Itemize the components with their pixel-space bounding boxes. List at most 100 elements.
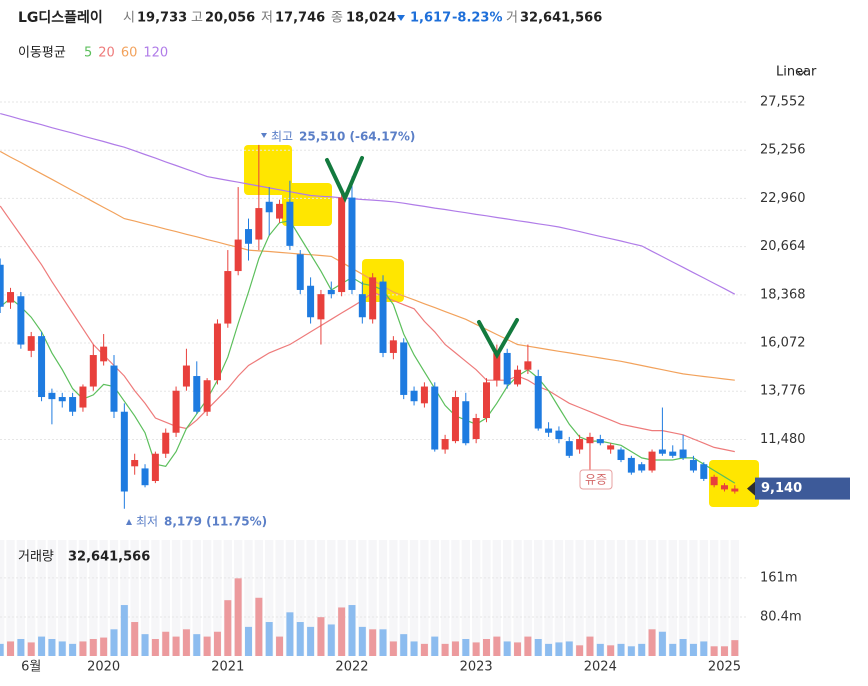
- volume-bar: [369, 629, 377, 656]
- candle-body: [400, 342, 408, 395]
- volume-column: [709, 540, 719, 656]
- candle-body: [89, 355, 97, 387]
- candle-body: [110, 365, 118, 412]
- volume-column: [161, 540, 170, 656]
- candle-body: [131, 460, 139, 467]
- volume-bar: [462, 639, 470, 656]
- scale-button[interactable]: Linear: [776, 65, 817, 80]
- volume-column: [647, 540, 657, 656]
- volume-bar: [451, 641, 459, 656]
- volume-bar: [265, 622, 273, 656]
- volume-bar: [7, 641, 15, 656]
- candle-body: [576, 439, 584, 450]
- candle-body: [669, 451, 677, 456]
- open-value: 19,733: [137, 11, 187, 26]
- candle-body: [710, 476, 718, 486]
- volume-bar: [0, 643, 4, 656]
- ma-legend-item: 20: [98, 46, 115, 61]
- volume-bar: [731, 640, 739, 656]
- volume-bar: [141, 634, 149, 656]
- candle-body: [203, 380, 211, 412]
- volume-column: [316, 540, 326, 656]
- candle-body: [69, 397, 77, 412]
- candle-body: [545, 428, 553, 433]
- candle-body: [141, 468, 149, 486]
- candle-body: [441, 439, 449, 450]
- volume-column: [492, 540, 502, 656]
- change-percent: -8.23%: [452, 11, 503, 26]
- volume-column: [606, 540, 615, 656]
- candle-body: [338, 197, 346, 293]
- candle-body: [524, 361, 532, 370]
- candle-body: [120, 411, 128, 492]
- stock-name: LG디스플레이: [18, 9, 103, 26]
- candle-body: [627, 457, 635, 473]
- down-icon: [397, 15, 405, 21]
- volume-column: [637, 540, 646, 656]
- volume-column: [730, 540, 739, 656]
- dropdown-icon[interactable]: [795, 69, 807, 76]
- volume-tick-label: 80.4m: [760, 609, 802, 624]
- volume-column: [192, 540, 201, 656]
- volume-bar: [596, 643, 604, 656]
- volume-column: [720, 540, 729, 656]
- volume-bar: [472, 642, 480, 656]
- volume-column: [213, 540, 222, 656]
- volume-bar: [79, 641, 87, 656]
- candle-body: [596, 439, 604, 444]
- candle-body: [7, 292, 15, 303]
- volume-bar: [100, 637, 108, 656]
- volume-column: [585, 540, 595, 656]
- candle-body: [555, 430, 563, 440]
- volume-column: [99, 540, 108, 656]
- ma-legend-item: 5: [84, 46, 92, 61]
- volume-column: [399, 540, 408, 656]
- ma-legend-title: 이동평균: [18, 46, 66, 61]
- volume-column: [668, 540, 677, 656]
- volume-bar: [203, 636, 211, 656]
- candle-body: [503, 352, 511, 385]
- volume-bar: [327, 624, 335, 656]
- candle-body: [462, 401, 470, 444]
- candle-body: [607, 445, 615, 450]
- volume-bar: [89, 639, 97, 656]
- candle-body: [389, 340, 397, 353]
- volume-bar: [245, 626, 253, 656]
- ma-legend-item: 60: [121, 46, 138, 61]
- volume-bar: [182, 629, 190, 656]
- volume-column: [37, 540, 46, 656]
- max-value: 25,510 (-64.17%): [299, 130, 415, 144]
- candle-body: [48, 392, 56, 400]
- min-marker: [126, 519, 132, 525]
- volume-bar: [576, 645, 584, 656]
- candle-body: [224, 271, 232, 324]
- candle-body: [638, 464, 646, 471]
- volume-bar: [627, 646, 635, 656]
- volume-column: [575, 540, 584, 656]
- highlight: [709, 460, 759, 507]
- candle-body: [286, 201, 294, 246]
- volume-bar: [431, 636, 439, 656]
- candle-body: [482, 382, 490, 419]
- x-tick-label: 6월: [21, 660, 41, 675]
- volume-bar: [607, 645, 615, 656]
- x-tick-label: 2022: [335, 660, 368, 675]
- candle-body: [720, 485, 728, 490]
- volume-column: [0, 540, 5, 656]
- volume-bar: [276, 636, 284, 656]
- volume-column: [296, 540, 305, 656]
- y-tick-label: 13,776: [760, 384, 806, 399]
- moving-average-line: [0, 220, 736, 484]
- moving-average-line: [0, 150, 735, 381]
- event-label: 유증: [585, 473, 607, 487]
- volume-column: [182, 540, 191, 656]
- volume-column: [68, 540, 77, 656]
- volume-column: [430, 540, 439, 656]
- candle-body: [213, 323, 221, 381]
- volume-latest: 32,641,566: [68, 550, 150, 565]
- candle-body: [296, 254, 304, 290]
- volume-label: 거: [506, 11, 518, 26]
- candle-body: [679, 449, 687, 458]
- volume-column: [109, 540, 119, 656]
- candle-body: [100, 346, 108, 362]
